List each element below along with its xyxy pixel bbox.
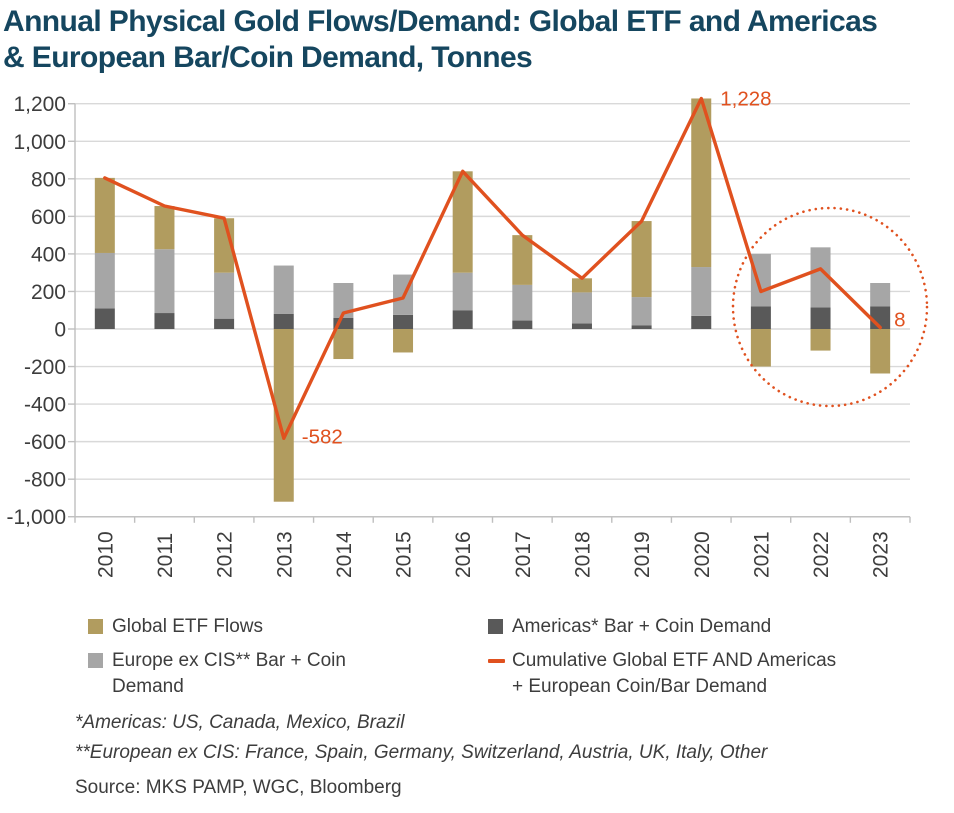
legend-item-1: Americas* Bar + Coin Demand [488,614,908,640]
legend-item-2: Europe ex CIS** Bar + Coin Demand [88,648,368,700]
bar-2015-segment [393,314,414,329]
x-axis-label: 2022 [810,531,833,578]
y-axis-label: 400 [31,243,66,266]
y-axis-label: -800 [24,469,66,492]
bar-2015-segment [393,329,414,353]
annotations: 1,228 -582 8 [302,87,906,448]
legend-swatch-icon [88,619,103,634]
x-axis-label: 2020 [691,531,714,578]
bar-2021-segment [750,253,771,307]
bar-2014-segment [333,283,354,318]
x-axis-label: 2015 [393,531,416,578]
y-axis-label: 1,000 [13,131,66,154]
y-axis-label: 1,200 [13,93,66,116]
y-axis-label: 600 [31,206,66,229]
bar-2018-segment [571,278,592,293]
y-axis-label: -200 [24,356,66,379]
cumulative-line [103,96,882,440]
bar-2017-segment [512,320,533,329]
bar-2020-segment [691,267,712,316]
bar-2021-segment [750,306,771,329]
bar-2022-segment [810,329,831,351]
bar-2016-segment [452,272,473,311]
legend-swatch-icon [488,619,503,634]
bar-2022-segment [810,247,831,308]
bar-2017-segment [512,284,533,321]
footnote-americas: *Americas: US, Canada, Mexico, Brazil [75,712,405,733]
bar-2016-segment [452,310,473,329]
bar-2017-segment [512,235,533,285]
bar-2021-segment [750,329,771,367]
bar-2023-segment [870,283,891,307]
x-axis-label: 2013 [273,531,296,578]
bar-2019-segment [631,297,652,326]
y-axis-label: 200 [31,281,66,304]
x-axis-label: 2016 [452,531,475,578]
bar-2018-segment [571,292,592,324]
x-axis-label: 2011 [154,533,177,578]
bar-2010-segment [94,177,115,253]
bar-2018-segment [571,323,592,329]
legend-line-icon [488,659,505,663]
bar-2023-segment [870,329,891,374]
bar-2013-segment [273,313,294,329]
footnote-europe: **European ex CIS: France, Spain, German… [75,742,768,763]
legend-swatch-icon [88,653,103,668]
bar-2020-segment [691,315,712,329]
legend-label: Europe ex CIS** Bar + Coin Demand [112,650,346,697]
x-axis-label: 2018 [571,531,594,578]
x-axis-label: 2023 [870,531,893,578]
bar-2012-segment [214,272,235,319]
highlight-circle [731,206,929,408]
y-axis-label: 0 [54,319,66,342]
legend-label: Global ETF Flows [112,616,263,637]
y-axis-label: -600 [24,431,66,454]
bar-2010-segment [94,252,115,309]
bar-2011-segment [154,313,175,329]
bar-2012-segment [214,318,235,329]
x-axis-label: 2021 [750,531,773,578]
x-axis-label: 2019 [631,531,654,578]
bars [94,98,891,502]
y-axis-label: -400 [24,394,66,417]
bar-2016-segment [452,171,473,273]
legend-label: Cumulative Global ETF AND Americas + Eur… [512,650,837,697]
annotation-1228: 1,228 [720,87,771,110]
x-axis-label: 2017 [512,531,535,578]
bar-2019-segment [631,221,652,298]
bar-2010-segment [94,308,115,329]
annotation--582: -582 [302,425,343,448]
bar-2011-segment [154,249,175,314]
bar-2014-segment [333,329,354,360]
x-axis-labels: 2010 2011 2012 2013 2014 2015 2016 2017 2018 2019… [94,531,892,578]
bar-2020-segment [691,98,712,268]
bar-2014-segment [333,317,354,329]
bar-2013-segment [273,329,294,502]
y-axis-label: 800 [31,168,66,191]
chart-title: Annual Physical Gold Flows/Demand: Globa… [3,5,878,74]
legend-item-0: Global ETF Flows [88,614,418,640]
legend-item-3: Cumulative Global ETF AND Americas + Eur… [488,648,840,700]
gridlines [68,103,910,518]
y-axis-labels: 1,200 1,000 800 600 400 200 0 -200 -400 -600 -800 -… [6,93,66,529]
y-axis-label: -1,000 [6,506,66,529]
annotation-8: 8 [894,308,905,331]
bar-2022-segment [810,307,831,329]
x-axis-label: 2012 [214,531,237,578]
bar-2011-segment [154,206,175,250]
chart-plot: 1,200 1,000 800 600 400 200 0 -200 -400 -600 -800 -… [6,87,929,578]
legend-label: Americas* Bar + Coin Demand [512,616,772,637]
source-line: Source: MKS PAMP, WGC, Bloomberg [75,777,402,798]
bar-2019-segment [631,325,652,329]
footnotes: *Americas: US, Canada, Mexico, Brazil **… [75,708,935,768]
x-axis-ticks [74,516,911,523]
x-axis-label: 2010 [94,531,117,578]
x-axis-label: 2014 [333,531,356,578]
bar-2013-segment [273,265,294,314]
